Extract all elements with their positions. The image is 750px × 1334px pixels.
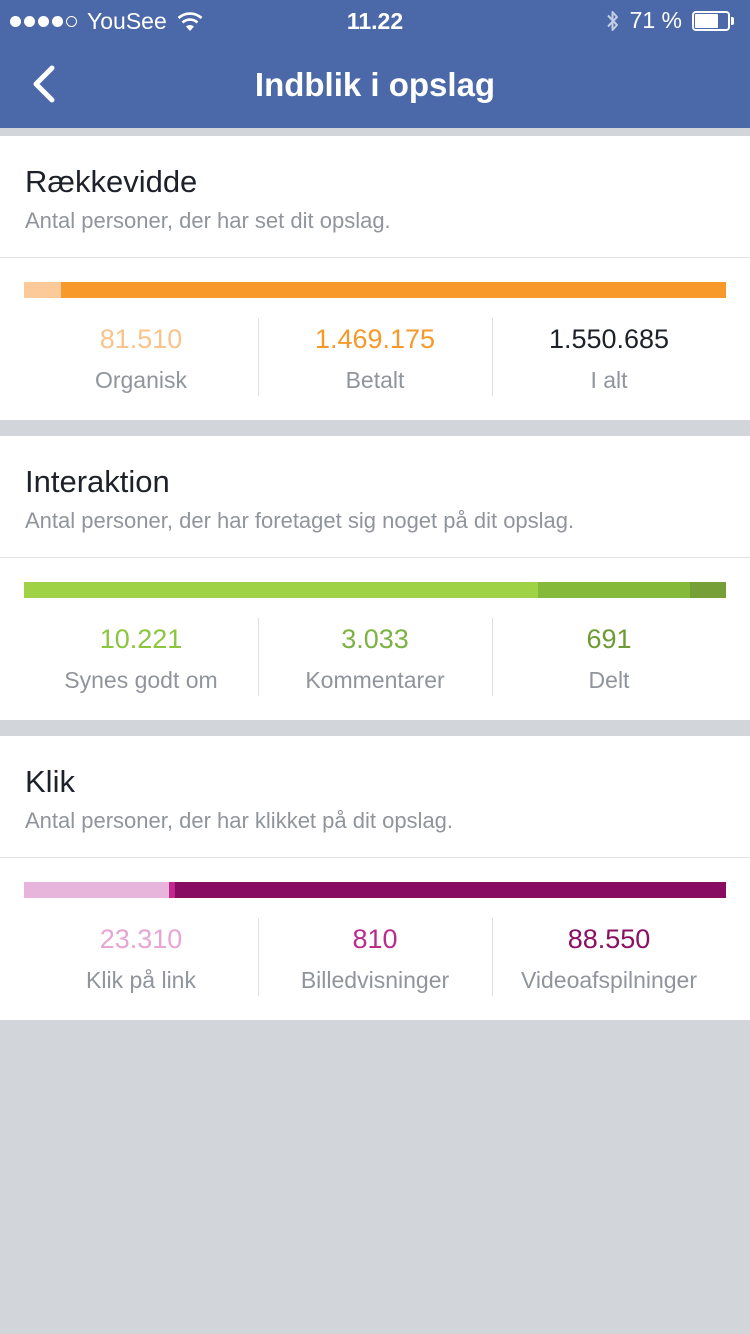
stat-label-paid: Betalt [345,367,405,393]
clicks-card: Klik Antal personer, der har klikket på … [0,736,750,1020]
engagement-subtitle: Antal personer, der har foretaget sig no… [25,508,575,533]
engagement-card: Interaktion Antal personer, der har fore… [0,436,750,720]
bar-segment [174,882,726,898]
stat-organic: 81.510 Organisk [24,318,258,396]
status-bar-right: 71 % [606,7,736,34]
reach-stats: 81.510 Organisk 1.469.175 Betalt 1.550.6… [24,318,726,396]
stat-label-organic: Organisk [94,367,188,393]
reach-title: Rækkevidde [25,164,198,199]
stat-paid: 1.469.175 Betalt [258,318,492,396]
reach-card: Rækkevidde Antal personer, der har set d… [0,136,750,420]
stat-value-organic: 81.510 [99,324,183,354]
stat-label-likes: Synes godt om [64,667,218,693]
stat-value-total: 1.550.685 [548,324,670,354]
page-title: Indblik i opslag [254,66,496,103]
bar-segment [24,882,170,898]
stat-label-video-plays: Videoafspilninger [520,967,698,993]
engagement-title: Interaktion [25,464,170,499]
navigation-bar: Indblik i opslag [0,40,750,128]
stat-value-link-clicks: 23.310 [99,924,183,954]
clicks-card-header: Klik Antal personer, der har klikket på … [0,736,750,858]
stat-label-link-clicks: Klik på link [86,967,196,993]
clicks-title: Klik [25,764,75,799]
engagement-stats: 10.221 Synes godt om 3.033 Kommentarer 6… [24,618,726,696]
stat-video-plays: 88.550 Videoafspilninger [492,918,726,996]
reach-card-header: Rækkevidde Antal personer, der har set d… [0,136,750,258]
stat-link-clicks: 23.310 Klik på link [24,918,258,996]
stat-label-total: I alt [590,367,628,393]
stat-label-comments: Kommentarer [305,667,445,693]
bar-segment [24,582,538,598]
signal-strength-icon [10,16,77,27]
bluetooth-icon [606,10,618,31]
stat-photo-views: 810 Billedvisninger [258,918,492,996]
reach-bar [24,282,726,298]
stat-value-likes: 10.221 [99,624,183,654]
status-bar: YouSee 11.22 71 % [0,0,750,40]
engagement-bar [24,582,726,598]
battery-percent: 71 % [629,7,682,33]
stat-label-shares: Delt [588,667,630,693]
stat-value-photo-views: 810 [352,924,398,954]
clock: 11.22 [346,8,404,34]
clicks-stats: 23.310 Klik på link 810 Billedvisninger … [24,918,726,996]
carrier-name: YouSee [87,8,167,34]
bar-segment [24,282,61,298]
back-chevron-icon[interactable] [28,62,62,106]
stat-value-paid: 1.469.175 [314,324,436,354]
stat-value-comments: 3.033 [341,624,409,654]
stat-label-photo-views: Billedvisninger [300,967,450,993]
reach-subtitle: Antal personer, der har set dit opslag. [25,208,391,233]
bar-segment [169,882,175,898]
battery-icon [692,10,736,31]
stat-total: 1.550.685 I alt [492,318,726,396]
stat-value-shares: 691 [586,624,632,654]
clicks-bar [24,882,726,898]
bar-segment [537,582,691,598]
bar-segment [60,282,726,298]
stat-shares: 691 Delt [492,618,726,696]
stat-comments: 3.033 Kommentarer [258,618,492,696]
stat-value-video-plays: 88.550 [567,924,651,954]
engagement-card-header: Interaktion Antal personer, der har fore… [0,436,750,558]
clicks-subtitle: Antal personer, der har klikket på dit o… [25,808,454,833]
wifi-icon [177,11,203,31]
bar-segment [690,582,726,598]
stat-likes: 10.221 Synes godt om [24,618,258,696]
status-bar-left: YouSee [10,8,203,35]
